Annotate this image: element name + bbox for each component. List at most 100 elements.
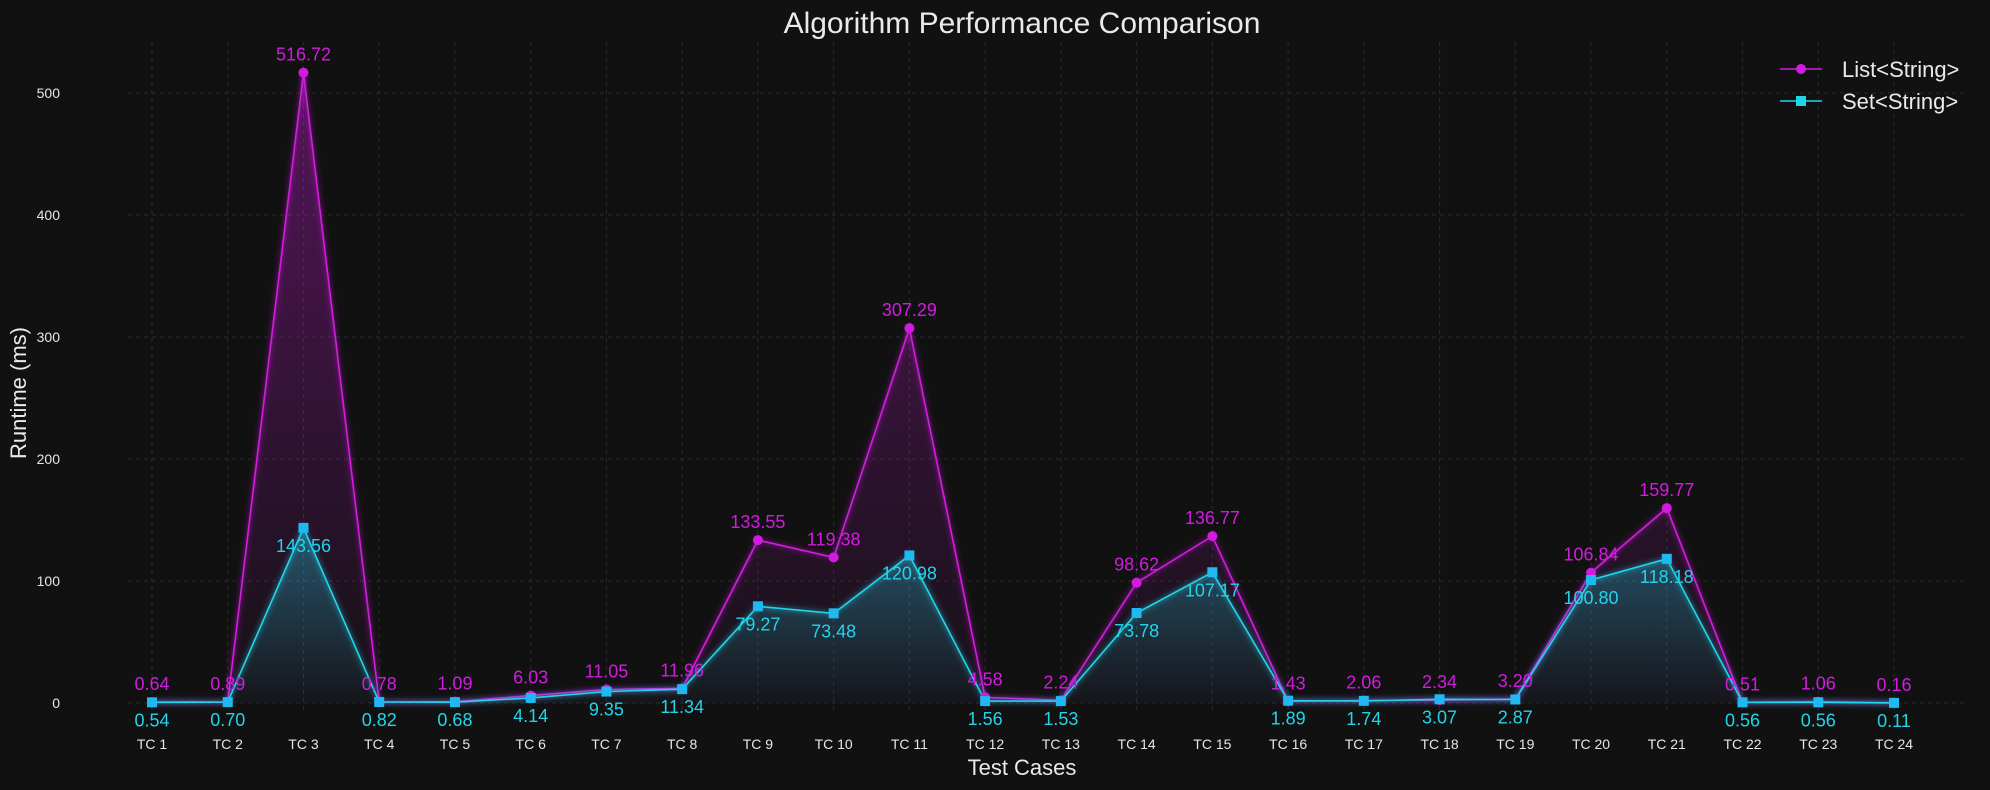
data-label-list-12: 4.58 <box>968 669 1003 689</box>
data-label-set-9: 79.27 <box>735 614 780 634</box>
x-tick-label-17: TC 17 <box>1345 736 1383 752</box>
x-tick-label-9: TC 9 <box>743 736 774 752</box>
data-label-list-7: 11.05 <box>585 662 629 682</box>
data-label-list-22: 0.51 <box>1725 674 1760 694</box>
point-set-14 <box>1131 607 1142 618</box>
point-set-4 <box>374 696 385 707</box>
x-tick-label-24: TC 24 <box>1875 736 1913 752</box>
y-tick-label-500: 500 <box>37 85 61 101</box>
data-label-set-1: 0.54 <box>134 710 169 730</box>
x-tick-label-19: TC 19 <box>1496 736 1534 752</box>
data-label-set-20: 100.80 <box>1564 588 1619 608</box>
x-tick-label-21: TC 21 <box>1648 736 1686 752</box>
data-label-list-14: 98.62 <box>1114 555 1159 575</box>
y-tick-label-100: 100 <box>37 573 61 589</box>
data-label-set-7: 9.35 <box>589 700 624 720</box>
point-list-10 <box>828 552 839 563</box>
x-tick-label-5: TC 5 <box>440 736 471 752</box>
legend: List<String> Set<String> <box>1780 57 1959 114</box>
x-tick-label-10: TC 10 <box>815 736 853 752</box>
x-tick-label-7: TC 7 <box>591 736 622 752</box>
x-tick-label-15: TC 15 <box>1193 736 1231 752</box>
x-tick-label-3: TC 3 <box>288 736 319 752</box>
data-label-list-24: 0.16 <box>1876 675 1911 695</box>
x-tick-label-4: TC 4 <box>364 736 395 752</box>
data-label-set-19: 2.87 <box>1498 707 1533 727</box>
data-label-list-20: 106.84 <box>1564 545 1619 565</box>
x-tick-label-13: TC 13 <box>1042 736 1080 752</box>
series-areas <box>152 72 1894 704</box>
point-list-9 <box>752 535 763 546</box>
data-label-set-11: 120.98 <box>882 563 937 583</box>
point-set-9 <box>752 601 763 612</box>
data-label-list-21: 159.77 <box>1639 480 1694 500</box>
point-set-21 <box>1661 553 1672 564</box>
legend-item-list: List<String> <box>1780 57 1959 82</box>
point-list-15 <box>1207 531 1218 542</box>
area-set <box>152 527 1894 703</box>
x-tick-label-11: TC 11 <box>891 736 928 752</box>
x-tick-label-8: TC 8 <box>667 736 698 752</box>
y-axis-label: Runtime (ms) <box>6 327 31 459</box>
point-set-16 <box>1283 695 1294 706</box>
data-label-set-16: 1.89 <box>1271 709 1306 729</box>
data-label-list-17: 2.06 <box>1346 672 1381 692</box>
data-label-list-8: 11.96 <box>660 660 704 680</box>
data-label-list-5: 1.09 <box>437 674 472 694</box>
legend-marker-set <box>1796 96 1806 106</box>
data-label-set-18: 3.07 <box>1422 707 1457 727</box>
point-set-24 <box>1889 697 1899 708</box>
point-list-11 <box>904 323 915 334</box>
point-set-11 <box>904 550 915 561</box>
data-label-set-17: 1.74 <box>1346 709 1381 729</box>
x-tick-label-2: TC 2 <box>213 736 244 752</box>
x-tick-label-18: TC 18 <box>1421 736 1459 752</box>
data-label-list-1: 0.64 <box>134 674 169 694</box>
data-label-set-2: 0.70 <box>210 710 245 730</box>
series-markers <box>147 67 1899 708</box>
data-label-set-6: 4.14 <box>513 706 548 726</box>
data-label-set-13: 1.53 <box>1043 709 1078 729</box>
y-tick-label-0: 0 <box>52 695 60 711</box>
point-set-1 <box>147 697 157 708</box>
data-labels: 0.64 0.89 516.72 0.78 1.09 6.03 11.05 11.96 133.… <box>134 45 1911 731</box>
point-set-3 <box>298 522 309 533</box>
data-label-list-3: 516.72 <box>276 45 331 65</box>
point-list-14 <box>1131 577 1142 588</box>
point-set-12 <box>980 696 991 707</box>
y-tick-label-200: 200 <box>37 451 61 467</box>
data-label-list-11: 307.29 <box>882 300 937 320</box>
data-label-list-13: 2.24 <box>1043 672 1078 692</box>
data-label-list-18: 2.34 <box>1422 672 1457 692</box>
x-tick-label-23: TC 23 <box>1799 736 1837 752</box>
y-axis-ticks: 0 100 200 300 400 500 <box>37 85 61 711</box>
x-axis-label: Test Cases <box>968 755 1077 780</box>
data-label-set-10: 73.48 <box>811 621 856 641</box>
legend-marker-list <box>1796 64 1806 74</box>
data-label-list-10: 119.38 <box>807 529 861 549</box>
point-set-13 <box>1055 696 1066 707</box>
data-label-list-9: 133.55 <box>730 512 785 532</box>
data-label-set-4: 0.82 <box>362 710 397 730</box>
point-set-19 <box>1510 694 1521 705</box>
data-label-list-2: 0.89 <box>210 674 245 694</box>
data-label-list-4: 0.78 <box>362 674 397 694</box>
chart-title: Algorithm Performance Comparison <box>784 7 1261 40</box>
point-set-22 <box>1737 697 1748 708</box>
point-set-15 <box>1207 567 1218 578</box>
data-label-list-16: 1.43 <box>1271 673 1306 693</box>
point-list-3 <box>298 67 309 78</box>
data-label-set-5: 0.68 <box>437 710 472 730</box>
point-set-5 <box>449 697 460 708</box>
data-label-set-14: 73.78 <box>1114 621 1159 641</box>
data-label-set-22: 0.56 <box>1725 710 1760 730</box>
legend-item-set: Set<String> <box>1780 89 1958 114</box>
data-label-list-19: 3.20 <box>1498 671 1533 691</box>
x-tick-label-12: TC 12 <box>966 736 1004 752</box>
data-label-set-15: 107.17 <box>1185 580 1240 600</box>
point-list-21 <box>1661 503 1672 514</box>
point-set-10 <box>828 608 839 619</box>
point-set-7 <box>601 686 612 697</box>
point-set-20 <box>1586 575 1597 586</box>
